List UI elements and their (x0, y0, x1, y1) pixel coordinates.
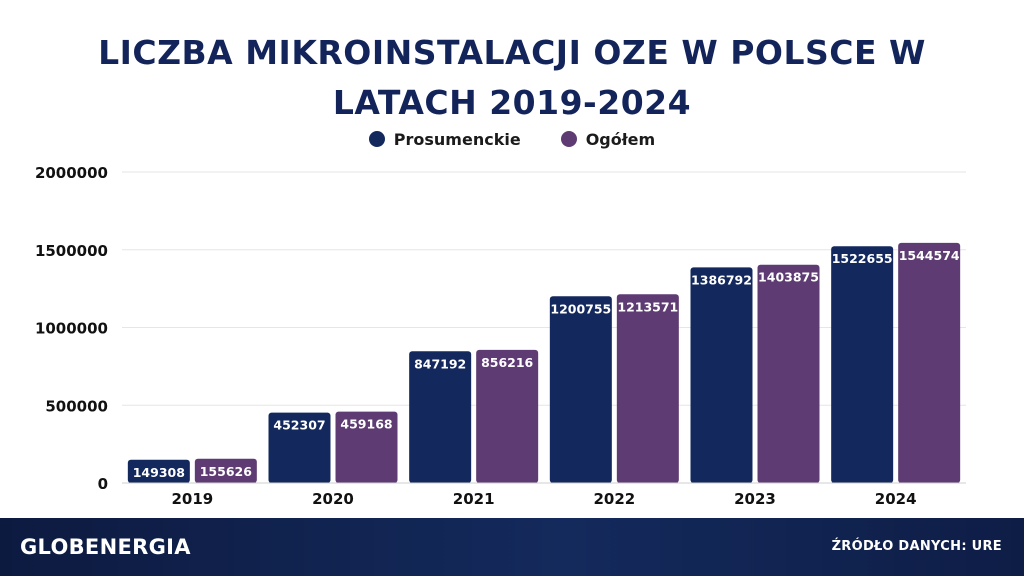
legend-dot-icon (560, 131, 577, 147)
chart-title: LICZBA MIKROINSTALACJI OZE W POLSCE W LA… (0, 28, 1024, 128)
x-tick-label: 2019 (171, 490, 213, 508)
data-label: 459168 (340, 417, 392, 432)
chart-title-line-2: LATACH 2019-2024 (332, 83, 692, 122)
bar-prosumenckie (690, 267, 753, 483)
legend-dot-icon (368, 131, 385, 147)
data-source-label: ŹRÓDŁO DANYCH: URE (831, 539, 1002, 554)
bar-ogolem (616, 294, 679, 483)
y-tick-label: 2000000 (35, 164, 108, 182)
footer-bar: GLOBENERGIA ŹRÓDŁO DANYCH: URE (0, 518, 1024, 576)
data-label: 149308 (133, 465, 185, 480)
bar-chart: 0 500000 1000000 1500000 2000000 149308 155626… (35, 164, 966, 508)
bar-ogolem (757, 264, 820, 483)
legend-item-prosumenckie: Prosumenckie (368, 129, 521, 149)
x-tick-label: 2023 (734, 490, 776, 508)
bar-prosumenckie (831, 246, 894, 483)
bar-prosumenckie (409, 351, 472, 483)
legend-item-ogolem: Ogółem (560, 129, 656, 149)
bar-ogolem (194, 458, 257, 483)
data-label: 1386792 (691, 272, 752, 287)
chart-title-line-1: LICZBA MIKROINSTALACJI OZE W POLSCE W (98, 33, 926, 72)
bar-prosumenckie (127, 459, 190, 483)
x-tick-label: 2024 (875, 490, 917, 508)
bar-ogolem (476, 349, 539, 483)
y-tick-label: 1000000 (35, 320, 108, 338)
bar-ogolem (335, 411, 398, 483)
y-tick-label: 0 (98, 475, 108, 493)
bar-ogolem (898, 242, 961, 483)
bar-prosumenckie (268, 412, 331, 483)
x-tick-label: 2022 (593, 490, 635, 508)
legend-label-ogolem: Ogółem (585, 129, 656, 149)
legend-label-prosumenckie: Prosumenckie (393, 129, 521, 149)
chart-legend: Prosumenckie Ogółem (0, 127, 1024, 151)
data-label: 856216 (481, 355, 533, 370)
y-tick-label: 1500000 (35, 242, 108, 260)
bar-prosumenckie (549, 296, 612, 483)
x-tick-label: 2021 (453, 490, 495, 508)
globenergia-logo: GLOBENERGIA (20, 535, 191, 559)
data-label: 1213571 (617, 299, 678, 314)
data-label: 1403875 (758, 270, 819, 285)
data-label: 1200755 (550, 301, 611, 316)
data-label: 452307 (273, 418, 325, 433)
data-label: 847192 (414, 356, 466, 371)
y-tick-label: 500000 (45, 397, 108, 415)
data-label: 1522655 (832, 251, 893, 266)
data-label: 155626 (200, 464, 252, 479)
data-label: 1544574 (899, 248, 960, 263)
x-tick-label: 2020 (312, 490, 354, 508)
